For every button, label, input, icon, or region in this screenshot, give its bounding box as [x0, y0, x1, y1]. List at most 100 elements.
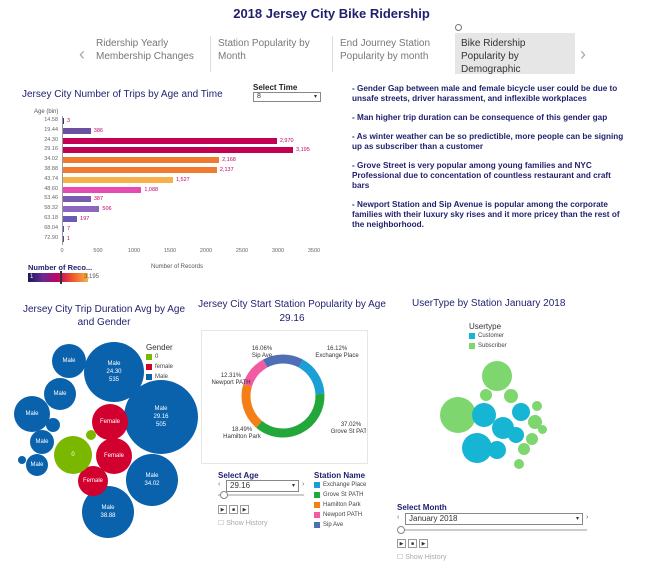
bubble-male[interactable]: Male	[26, 454, 48, 476]
bubble-subscriber[interactable]	[440, 397, 476, 433]
station-legend-item[interactable]: Hamilton Park	[314, 500, 394, 510]
station-legend-item[interactable]: Newport PATH	[314, 510, 394, 520]
bubble-subscriber[interactable]	[532, 401, 542, 411]
bubble-male[interactable]: Male	[14, 396, 50, 432]
station-legend-title: Station Name	[314, 471, 366, 480]
play-icon[interactable]: ▶	[218, 505, 227, 514]
trips-x-tick: 1500	[163, 248, 177, 255]
trips-bar[interactable]	[63, 147, 294, 154]
bubble-unknown-small[interactable]	[86, 430, 96, 440]
bubble-male[interactable]: Male	[30, 430, 54, 454]
bubble-subscriber[interactable]	[482, 361, 512, 391]
note-item: - Gender Gap between male and female bic…	[352, 84, 618, 103]
trips-bar[interactable]	[63, 216, 78, 222]
usertype-bubble-chart[interactable]	[430, 355, 560, 475]
forward-icon[interactable]: ▶	[419, 539, 428, 548]
duration-bubble-chart[interactable]: Male 24.30 535 Male 29.16 505 Male 34.02 Male…	[0, 330, 200, 560]
trips-bar-label: 197	[80, 216, 90, 222]
bubble-male[interactable]: Male	[44, 378, 76, 410]
month-next-arrow[interactable]: ›	[586, 514, 589, 521]
select-age-dropdown[interactable]: 29.16 ▾	[226, 480, 299, 492]
color-legend-title: Number of Reco...	[28, 263, 93, 272]
donut-percent-label: 18.49%	[232, 427, 253, 433]
bubble-subscriber[interactable]	[514, 459, 524, 469]
trips-y-tick: 58.32	[44, 205, 58, 212]
bubble-male[interactable]: Male 29.16 505	[124, 380, 198, 454]
trips-bar[interactable]	[63, 157, 220, 164]
bubble-male[interactable]: Male	[52, 344, 86, 378]
bubble-unknown-gender[interactable]: 0	[54, 436, 92, 474]
month-slider-track[interactable]	[397, 529, 587, 531]
bubble-customer[interactable]	[462, 433, 492, 463]
trips-bar-label: 386	[93, 127, 103, 134]
month-prev-arrow[interactable]: ‹	[397, 514, 400, 521]
trips-x-tick: 1000	[127, 248, 141, 255]
usertype-legend-item[interactable]: Customer	[469, 331, 507, 341]
age-show-history[interactable]: ☐ Show History	[218, 520, 268, 527]
bubble-subscriber[interactable]	[480, 389, 492, 401]
tab-demographic[interactable]: Bike Ridership Popularity by Demographic	[455, 33, 575, 75]
select-month-dropdown[interactable]: January 2018 ▾	[405, 513, 583, 525]
bubble-subscriber[interactable]	[518, 443, 530, 455]
bubble-subscriber[interactable]	[526, 433, 538, 445]
trips-bar[interactable]	[63, 186, 142, 193]
age-slider-thumb[interactable]	[220, 491, 228, 499]
stop-icon[interactable]: ■	[229, 505, 238, 514]
donut-slice[interactable]	[243, 359, 268, 387]
bubble-female[interactable]: Female	[92, 404, 128, 440]
play-icon[interactable]: ▶	[397, 539, 406, 548]
trips-bar-label: 2,168	[222, 157, 236, 164]
forward-icon[interactable]: ▶	[240, 505, 249, 514]
trips-bar[interactable]	[63, 176, 173, 183]
trips-bar[interactable]	[63, 118, 64, 124]
station-legend-item[interactable]: Exchange Place	[314, 480, 394, 490]
gender-legend: Gender 0 female Male	[146, 343, 173, 382]
donut-slice[interactable]	[241, 384, 263, 428]
bubble-subscriber[interactable]	[538, 425, 547, 434]
bubble-customer[interactable]	[508, 427, 524, 443]
bubble-male-small[interactable]	[18, 456, 26, 464]
trips-bar[interactable]	[63, 137, 277, 144]
trips-bar[interactable]	[63, 167, 217, 173]
bubble-subscriber[interactable]	[504, 389, 518, 403]
color-legend-gradient	[28, 273, 88, 282]
trips-bar-label: 3	[67, 118, 71, 124]
prev-story-arrow[interactable]: ‹	[79, 44, 85, 64]
next-story-arrow[interactable]: ›	[580, 44, 586, 64]
trips-bar-chart[interactable]: 14.58 3 19.44 386 24.30 2,970 29.16 3,195 34.02 2…	[20, 116, 330, 261]
stop-icon[interactable]: ■	[408, 539, 417, 548]
month-slider-thumb[interactable]	[397, 526, 405, 534]
donut-slice[interactable]	[262, 354, 304, 368]
age-slider-track[interactable]	[218, 494, 304, 496]
trips-bar[interactable]	[63, 225, 64, 232]
usertype-legend-item[interactable]: Subscriber	[469, 341, 507, 351]
month-show-history[interactable]: ☐ Show History	[397, 554, 447, 561]
trips-bar[interactable]	[63, 206, 100, 213]
bubble-male[interactable]: Male 34.02	[126, 454, 178, 506]
bubble-male-small[interactable]	[46, 418, 60, 432]
station-legend-item[interactable]: Sip Ave	[314, 520, 394, 530]
station-legend-item[interactable]: Grove St PATH	[314, 490, 394, 500]
trips-bar[interactable]	[63, 235, 64, 242]
donut-category-label: Sip Ave	[252, 353, 273, 359]
age-next-arrow[interactable]: ›	[302, 481, 305, 488]
trips-bar[interactable]	[63, 196, 91, 203]
trips-y-tick: 63.18	[44, 215, 58, 221]
tab-station-popularity[interactable]: Station Popularity by Month	[212, 33, 332, 74]
note-item: - Newport Station and Sip Avenue is popu…	[352, 200, 620, 229]
donut-slice[interactable]	[298, 359, 325, 395]
select-time-dropdown[interactable]: 8 ▾	[253, 92, 321, 102]
station-donut-chart[interactable]: 16.06%Sip Ave 16.12%Exchange Place 37.02%G…	[201, 330, 366, 462]
trips-y-tick: 34.02	[44, 156, 58, 163]
bubble-customer[interactable]	[488, 441, 506, 459]
trips-bar[interactable]	[63, 127, 91, 134]
tab-end-journey[interactable]: End Journey Station Popularity by month	[334, 33, 454, 74]
bubble-customer[interactable]	[512, 403, 530, 421]
chevron-down-icon: ▾	[575, 516, 579, 522]
trips-bar-label: 1	[67, 235, 71, 242]
donut-slice[interactable]	[256, 393, 325, 438]
trips-bar-label: 387	[93, 196, 104, 203]
tab-ridership-yearly[interactable]: Ridership Yearly Membership Changes	[90, 33, 210, 74]
gender-legend-item: female	[146, 362, 173, 372]
age-prev-arrow[interactable]: ‹	[218, 481, 221, 488]
